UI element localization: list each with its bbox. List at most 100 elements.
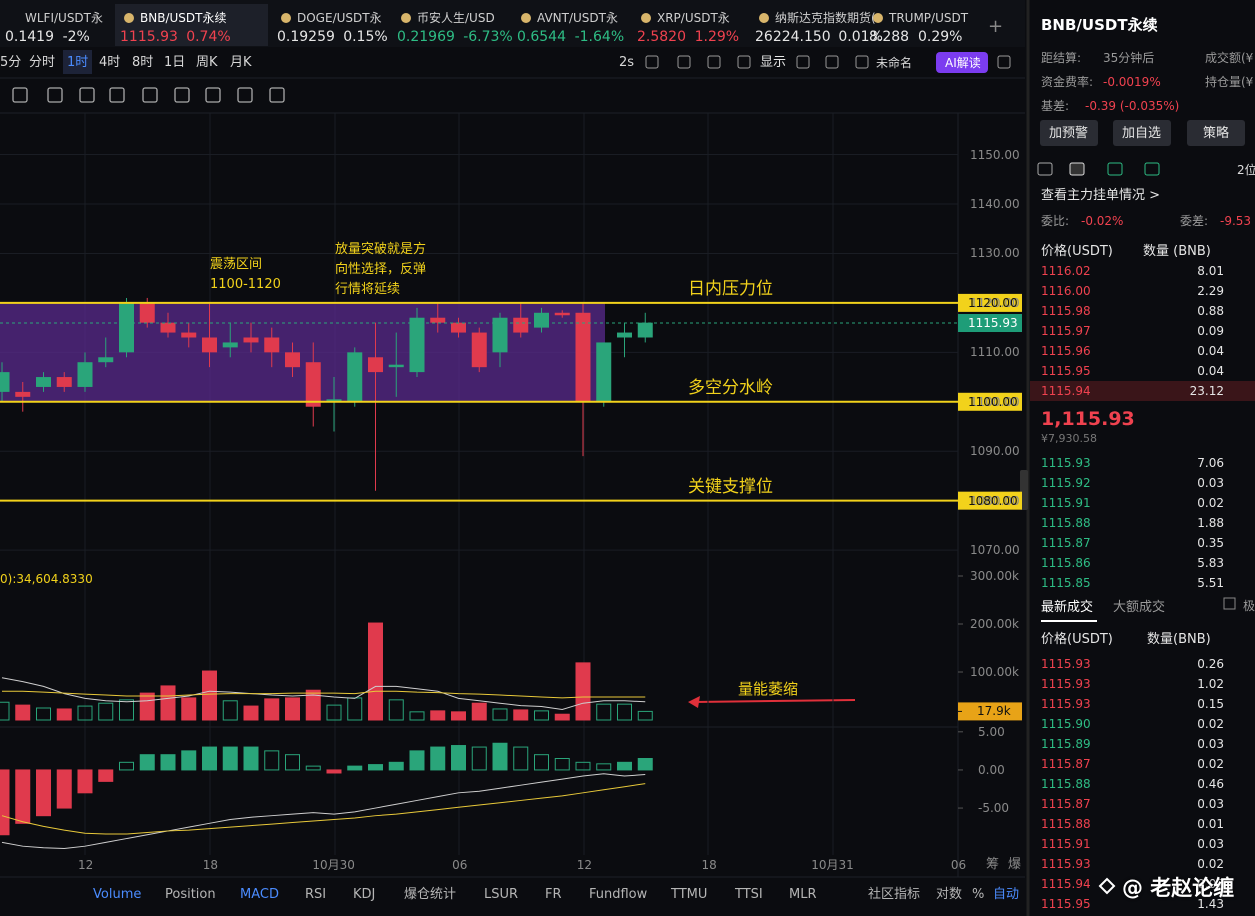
precision[interactable]: 2位 (1237, 163, 1255, 177)
tab-icon (281, 13, 291, 23)
tab-name[interactable]: DOGE/USDT永 (297, 11, 382, 25)
level-tag (958, 491, 1022, 510)
indicator-tab[interactable]: LSUR (484, 887, 519, 902)
tab-price: 8.288 (869, 29, 910, 45)
refresh-rate[interactable]: 2s (619, 55, 635, 70)
trade-quantity: 0.02 (1197, 757, 1224, 771)
indicator-tab[interactable]: Fundflow (589, 887, 648, 902)
tab-name[interactable]: BNB/USDT永续 (140, 11, 227, 25)
x-tick-label: 06 (950, 858, 967, 872)
volume-ma-fast (1, 677, 646, 710)
trade-price: 1115.94 (1041, 877, 1091, 891)
interval[interactable]: 5分 (0, 55, 22, 70)
candle-body (326, 399, 342, 402)
display-menu[interactable]: 显示 (760, 55, 787, 70)
volume-bar (471, 702, 487, 721)
toolbar-icon (997, 55, 1011, 69)
indicator-tab[interactable]: RSI (305, 887, 327, 902)
layout-name[interactable]: 未命名 (876, 56, 913, 70)
volume-current-label: 17.9k (977, 704, 1011, 719)
tab-name[interactable]: TRUMP/USDT (889, 11, 969, 25)
symbol-title: BNB/USDT永续 (1041, 16, 1158, 34)
volume-bar (368, 622, 383, 721)
trade-price: 1115.87 (1041, 757, 1091, 771)
volume-bar (222, 700, 238, 721)
arrow-head (688, 696, 700, 708)
tab-name[interactable]: 币安人生/USD (417, 11, 495, 25)
candle-body (119, 302, 134, 353)
interval[interactable]: 1日 (164, 55, 186, 70)
panel-button (1113, 120, 1171, 146)
price: 1116.02 (1041, 264, 1091, 278)
interval[interactable]: 8时 (132, 55, 154, 70)
indicator-tool[interactable]: % (972, 887, 985, 902)
last-price-label: 1115.93 (968, 316, 1018, 330)
indicator-tab[interactable]: 爆仓统计 (404, 887, 457, 902)
toolbar-icon (645, 55, 659, 69)
indicator-tab[interactable]: TTSI (735, 887, 763, 902)
candle-body (98, 357, 114, 363)
indicator-tab[interactable]: MACD (240, 887, 279, 902)
ratio-label: 委比: (1041, 214, 1070, 228)
interval[interactable]: 月K (230, 55, 252, 70)
volume-bar (181, 697, 197, 721)
indicator-tab[interactable]: MLR (789, 887, 817, 902)
axis-tool[interactable]: 爆 (1008, 857, 1022, 872)
macd-tick-label: 5.00 (978, 724, 1005, 739)
indicator-tab[interactable]: FR (545, 887, 562, 902)
macd-dif (1, 773, 646, 849)
price: 1115.92 (1041, 476, 1091, 490)
indicator-tab[interactable]: TTMU (671, 887, 708, 902)
checkbox-label: 极 (1243, 599, 1255, 613)
depth-link[interactable]: 查看主力挂单情况 > (1041, 188, 1161, 203)
tab-name[interactable]: XRP/USDT永 (657, 11, 730, 25)
volume-bar (77, 705, 93, 721)
annotation: 1100-1120 (210, 277, 281, 292)
book-header: 价格(USDT) (1041, 244, 1113, 259)
tab-name[interactable]: WLFI/USDT永 (25, 11, 104, 25)
depth-mode (1107, 162, 1123, 176)
tab-price: 1115.93 (120, 29, 178, 45)
volume-tick-label: 300.00k (970, 569, 1019, 583)
interval[interactable]: 4时 (99, 55, 121, 70)
tab-name[interactable]: AVNT/USDT永 (537, 11, 618, 25)
panel-button-label[interactable]: 加预警 (1049, 126, 1089, 141)
y-tick-label: 1100.00 (970, 394, 1020, 409)
indicator-tool[interactable]: 自动 (993, 887, 1020, 902)
trade-tab[interactable]: 大额成交 (1113, 600, 1166, 615)
tab-price: 26224.150 (755, 29, 831, 45)
level-tag (958, 392, 1022, 411)
indicator-tab[interactable]: Position (165, 887, 216, 902)
candle-body (596, 342, 612, 402)
interval[interactable]: 周K (196, 55, 218, 70)
macd-bar (222, 746, 238, 771)
interval[interactable]: 分时 (29, 55, 56, 70)
axis-tool[interactable]: 筹 (986, 857, 1000, 872)
trade-price: 1115.89 (1041, 737, 1091, 751)
indicator-tool[interactable]: 社区指标 (868, 887, 921, 902)
macd-bar (56, 769, 72, 809)
trade-header: 数量(BNB) (1147, 632, 1211, 647)
ratio-value: -0.02% (1081, 214, 1124, 228)
indicator-tab[interactable]: Volume (93, 887, 142, 902)
panel-button-label[interactable]: 加自选 (1122, 126, 1162, 141)
price: 1115.87 (1041, 536, 1091, 550)
interval[interactable]: 1时 (67, 55, 89, 70)
tab-change: 0.74% (186, 29, 231, 45)
ai-button-label[interactable]: AI解读 (945, 56, 981, 70)
level-label: 1120.00 (968, 295, 1018, 310)
quantity: 0.88 (1197, 304, 1224, 318)
toolbar-icon (737, 55, 751, 69)
tab-change: 1.29% (694, 29, 740, 45)
price: 1115.97 (1041, 324, 1091, 338)
add-tab[interactable]: + (988, 16, 1004, 37)
price: 1115.98 (1041, 304, 1091, 318)
tab-price: 0.1419 (5, 29, 54, 45)
indicator-tool[interactable]: 对数 (936, 887, 963, 902)
indicator-tab[interactable]: KDJ (353, 887, 376, 902)
volume-bar (15, 704, 31, 721)
trade-tab[interactable]: 最新成交 (1041, 600, 1094, 615)
price: 1115.95 (1041, 364, 1091, 378)
tab-name[interactable]: 纳斯达克指数期货( (775, 11, 876, 25)
panel-button-label[interactable]: 策略 (1203, 126, 1230, 141)
